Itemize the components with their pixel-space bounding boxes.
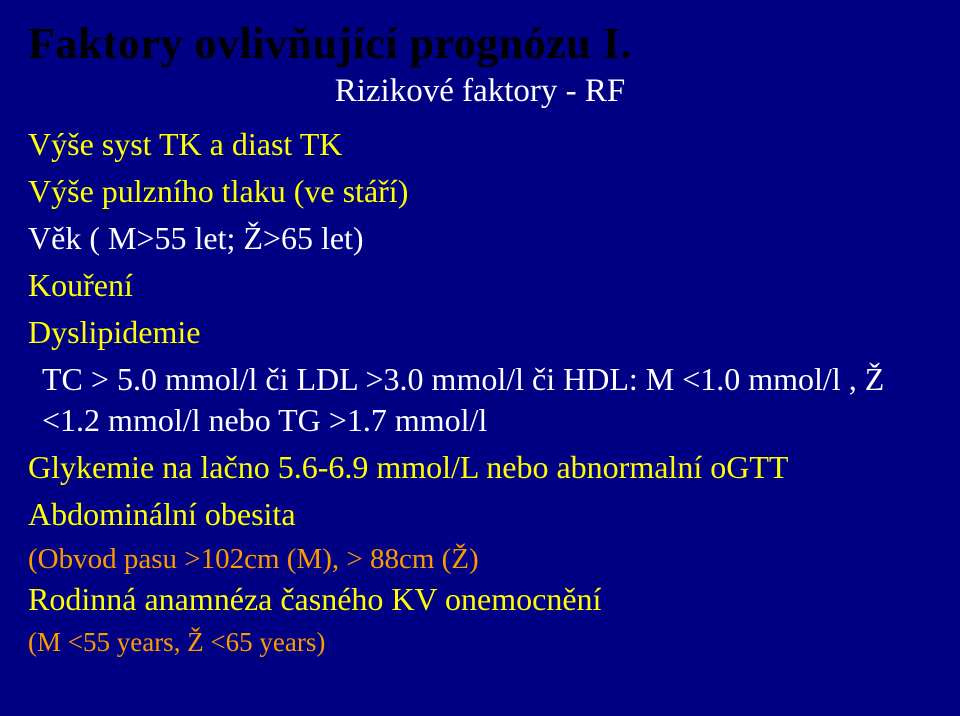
- risk-factor-line-5: Dyslipidemie: [28, 312, 932, 353]
- risk-factor-line-7-sub: (Obvod pasu >102cm (M), > 88cm (Ž): [28, 541, 932, 577]
- slide-subtitle: Rizikové faktory - RF: [28, 73, 932, 110]
- risk-factor-line-2: Výše pulzního tlaku (ve stáří): [28, 171, 932, 212]
- risk-factor-line-6: Glykemie na lačno 5.6-6.9 mmol/L nebo ab…: [28, 447, 932, 488]
- risk-factor-line-8-sub: (M <55 years, Ž <65 years): [28, 626, 932, 658]
- risk-factor-line-7: Abdominální obesita: [28, 494, 932, 535]
- risk-factor-line-4: Kouření: [28, 265, 932, 306]
- slide-title: Faktory ovlivňující prognózu I.: [28, 18, 932, 69]
- risk-factor-line-1: Výše syst TK a diast TK: [28, 124, 932, 165]
- risk-factor-line-8: Rodinná anamnéza časného KV onemocnění: [28, 579, 932, 620]
- risk-factor-line-5-detail: TC > 5.0 mmol/l či LDL >3.0 mmol/l či HD…: [42, 359, 932, 441]
- risk-factor-line-3: Věk ( M>55 let; Ž>65 let): [28, 218, 932, 259]
